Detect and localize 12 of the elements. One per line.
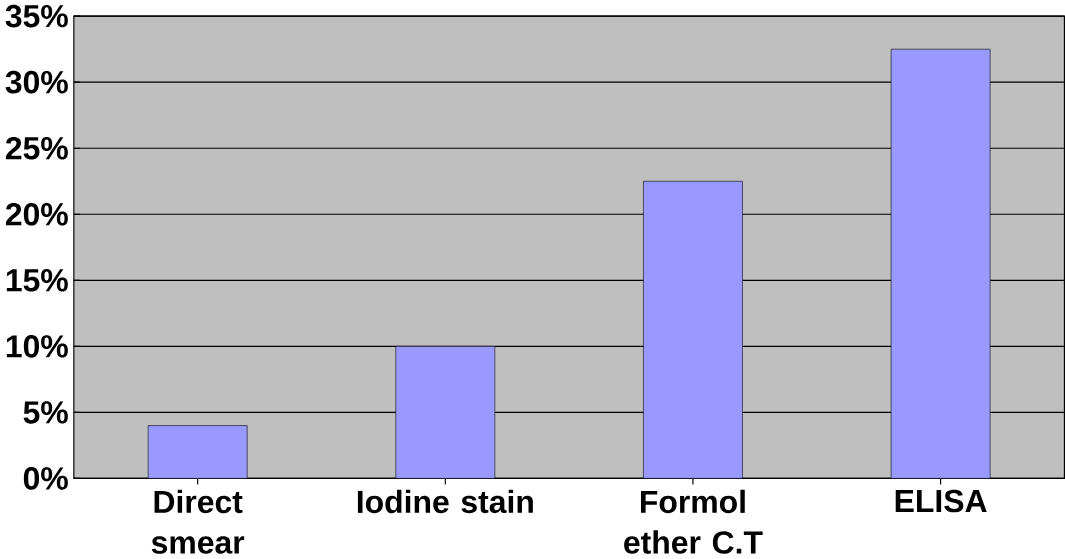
y-tick-label: 5%	[23, 401, 68, 424]
x-tick-label: Iodine stain	[357, 489, 533, 514]
y-tick-label: 0%	[23, 467, 68, 490]
x-tick-label: Direct smear	[151, 489, 245, 554]
y-tick-label: 35%	[5, 5, 68, 28]
y-tick-label: 30%	[5, 71, 68, 94]
y-tick-label: 25%	[5, 137, 68, 160]
y-tick-label: 15%	[6, 269, 68, 292]
x-tick-label: ELISA	[895, 489, 987, 513]
y-tick-label: 10%	[6, 335, 68, 358]
x-tick-label: Formol ether C.T	[624, 489, 763, 554]
y-tick-label: 20%	[5, 203, 68, 226]
